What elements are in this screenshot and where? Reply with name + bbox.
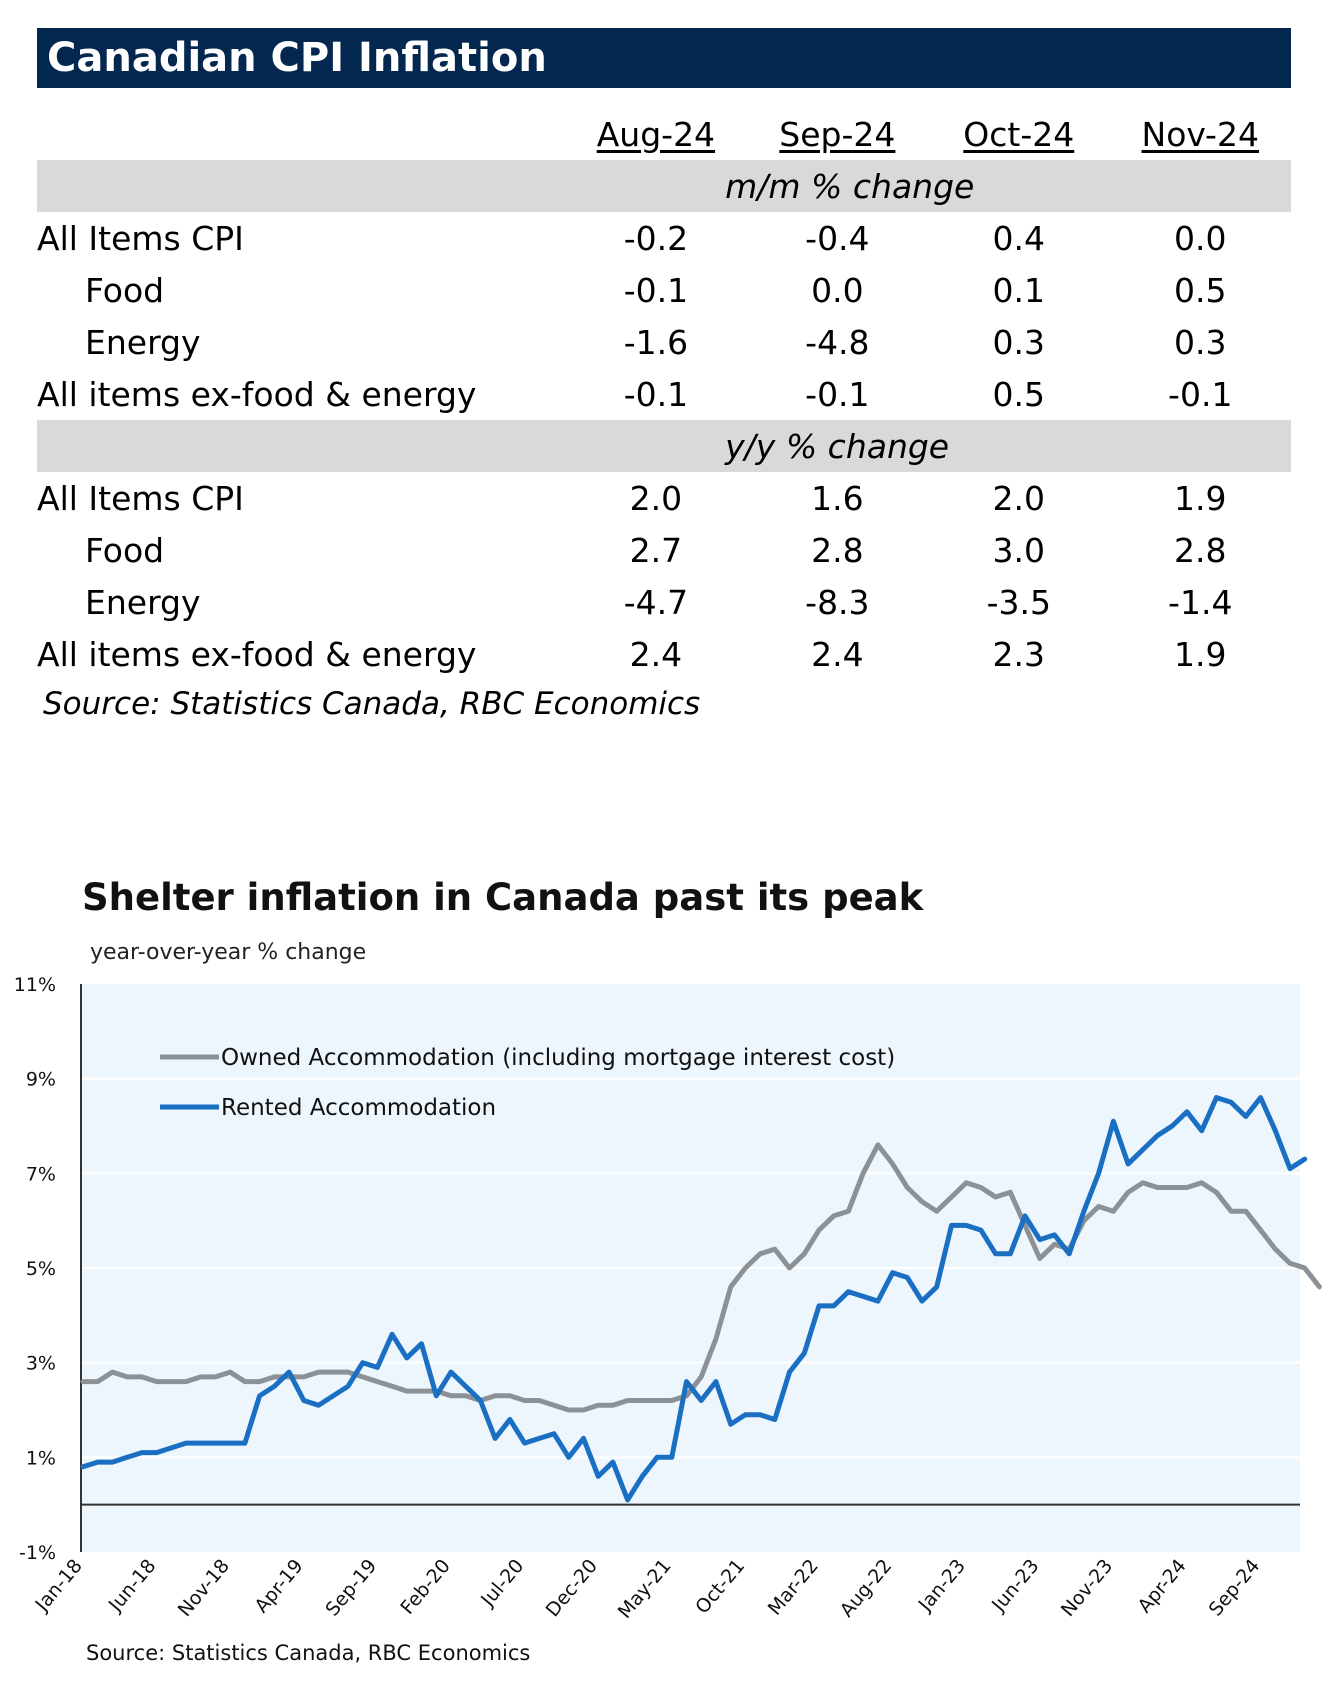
x-tick-label: Apr-19 <box>250 1555 307 1617</box>
row-label: Food <box>85 530 165 570</box>
table-cell-value: 1.9 <box>1174 478 1227 518</box>
table-row: All Items CPI 2.0 1.6 2.0 1.9 <box>37 472 1291 524</box>
x-tick-label: Jun-18 <box>104 1555 161 1616</box>
table-cell-value: 0.3 <box>992 322 1046 362</box>
x-tick-label: Jun-23 <box>987 1555 1044 1616</box>
x-tick-label: Feb-20 <box>396 1555 454 1619</box>
row-label: All Items CPI <box>37 478 244 518</box>
table-cell-value: -0.1 <box>623 374 689 414</box>
table-cell-value: -4.7 <box>623 582 689 622</box>
table-cell-value: -0.2 <box>623 218 689 258</box>
table-cell-value: 2.8 <box>811 530 864 570</box>
table-cell-value: -0.1 <box>623 270 689 310</box>
section-header-blank <box>37 160 566 212</box>
column-header: Oct-24 <box>963 114 1075 154</box>
y-tick-label: 9% <box>26 1069 56 1091</box>
cpi-table: Aug-24 Sep-24 Oct-24 Nov-24 m/m % change… <box>37 108 1291 680</box>
x-tick-label: Nov-23 <box>1057 1555 1117 1621</box>
chart-y-axis-label: year-over-year % change <box>90 940 367 965</box>
table-cell-value: -4.8 <box>805 322 870 362</box>
table-title: Canadian CPI Inflation <box>37 28 1291 88</box>
rented-accommodation-line <box>80 1095 1308 1503</box>
table-cell-value: 1.9 <box>1174 634 1227 674</box>
row-label: Energy <box>85 322 201 362</box>
table-header-row: Aug-24 Sep-24 Oct-24 Nov-24 <box>37 108 1291 160</box>
row-label: All items ex-food & energy <box>37 634 477 674</box>
x-tick-label: Apr-24 <box>1134 1555 1191 1617</box>
row-label: Energy <box>85 582 201 622</box>
table-cell-value: 0.3 <box>1174 322 1227 362</box>
table-row: All items ex-food & energy -0.1 -0.1 0.5 -0.… <box>37 368 1291 420</box>
row-label: All Items CPI <box>37 218 244 258</box>
table-cell-value: 0.1 <box>992 270 1046 310</box>
table-cell-value: -8.3 <box>805 582 870 622</box>
table-cell-value: 2.4 <box>811 634 864 674</box>
y-tick-label: 3% <box>26 1353 56 1375</box>
table-cell-value: -0.1 <box>805 374 870 414</box>
table-cell-value: 3.0 <box>992 530 1046 570</box>
x-tick-label: Aug-22 <box>836 1555 897 1621</box>
table-cell-value: 0.0 <box>1174 218 1227 258</box>
x-tick-label: May-21 <box>614 1555 676 1623</box>
x-tick-label: Oct-21 <box>691 1555 749 1618</box>
column-header: Aug-24 <box>596 114 716 154</box>
row-label: All items ex-food & energy <box>37 374 477 414</box>
table-cell-value: -1.4 <box>1168 582 1233 622</box>
x-tick-label: Jul-20 <box>476 1555 528 1611</box>
legend-label: Rented Accommodation <box>221 1095 496 1121</box>
table-cell-value: 2.3 <box>992 634 1046 674</box>
section-header-row: m/m % change <box>37 160 1291 212</box>
table-cell-value: 0.4 <box>992 218 1046 258</box>
table-cell-value: 2.0 <box>629 478 683 518</box>
table-cell-value: -3.5 <box>986 582 1051 622</box>
table-cell-value: -1.6 <box>623 322 689 362</box>
y-tick-label: 5% <box>26 1258 56 1280</box>
x-tick-label: Dec-20 <box>542 1555 602 1621</box>
section-header-label: m/m % change <box>565 160 1291 212</box>
section-header-row: y/y % change <box>37 420 1291 472</box>
y-tick-label: 1% <box>26 1447 56 1469</box>
table-cell-value: 2.4 <box>629 634 683 674</box>
table-cell-value: 0.5 <box>1174 270 1227 310</box>
table-row: Food 2.7 2.8 3.0 2.8 <box>37 524 1291 576</box>
x-tick-label: Jan-23 <box>914 1555 970 1616</box>
table-cell-value: 2.7 <box>629 530 683 570</box>
legend-label: Owned Accommodation (including mortgage … <box>221 1045 895 1071</box>
table-cell-value: 1.6 <box>811 478 864 518</box>
y-tick-label: -1% <box>19 1542 56 1564</box>
chart-source-note: Source: Statistics Canada, RBC Economics <box>86 1641 531 1665</box>
chart-title: Shelter inflation in Canada past its pea… <box>82 876 924 919</box>
table-cell-value: -0.1 <box>1168 374 1233 414</box>
x-tick-label: Mar-22 <box>764 1555 823 1619</box>
shelter-inflation-chart: -1% 1% 3% 5% 7% 9% 11% Jan-18 Jun-18 Nov-18 Apr-1… <box>14 974 1322 1623</box>
table-cell-value: -0.4 <box>805 218 870 258</box>
table-cell-value: 0.5 <box>992 374 1046 414</box>
row-label: Food <box>85 270 165 310</box>
table-source-note: Source: Statistics Canada, RBC Economics <box>43 686 701 722</box>
row-header-blank <box>37 108 565 160</box>
section-header-label: y/y % change <box>565 420 1291 472</box>
table-row: All items ex-food & energy 2.4 2.4 2.3 1.9 <box>37 628 1291 680</box>
section-header-blank <box>37 420 566 472</box>
x-tick-label: Jan-18 <box>31 1555 87 1616</box>
y-tick-label: 7% <box>26 1163 56 1185</box>
table-row: Energy -1.6 -4.8 0.3 0.3 <box>37 316 1291 368</box>
table-row: All Items CPI -0.2 -0.4 0.4 0.0 <box>37 212 1291 264</box>
column-header: Nov-24 <box>1141 114 1259 154</box>
x-tick-label: Nov-18 <box>174 1555 234 1621</box>
table-row: Food -0.1 0.0 0.1 0.5 <box>37 264 1291 316</box>
y-tick-label: 11% <box>14 974 56 996</box>
table-row: Energy -4.7 -8.3 -3.5 -1.4 <box>37 576 1291 628</box>
table-cell-value: 0.0 <box>811 270 864 310</box>
table-cell-value: 2.0 <box>992 478 1046 518</box>
column-header: Sep-24 <box>779 114 896 154</box>
x-tick-label: Sep-24 <box>1205 1555 1265 1620</box>
table-cell-value: 2.8 <box>1174 530 1227 570</box>
x-tick-label: Sep-19 <box>321 1555 381 1620</box>
